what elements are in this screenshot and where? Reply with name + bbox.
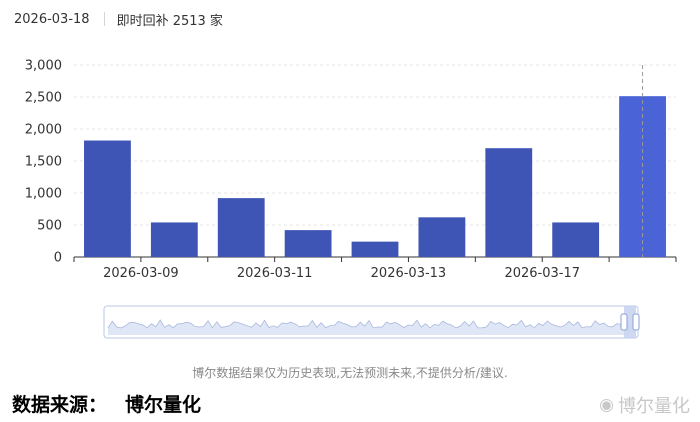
bar <box>418 217 466 257</box>
watermark-text: 博尔量化 <box>618 396 690 417</box>
weibo-icon: ◉ <box>599 395 614 415</box>
y-tick-label: 2,500 <box>25 91 62 106</box>
data-source: 数据来源： 博尔量化 <box>12 390 201 417</box>
header-date: 2026-03-18 <box>14 11 90 27</box>
bar <box>351 241 399 257</box>
bar <box>284 230 332 257</box>
header-divider <box>103 12 105 26</box>
x-tick-label: 2026-03-11 <box>237 266 313 281</box>
zoom-slider-window <box>624 306 636 338</box>
zoom-slider-handle-right[interactable] <box>632 313 640 331</box>
y-tick-label: 3,000 <box>25 59 62 74</box>
chart-panel: 2026-03-18 即时回补 2513 家 0 500 1,000 1,500 2,0… <box>14 8 677 380</box>
data-source-label: 数据来源： <box>12 394 108 416</box>
x-tick-label: 2026-03-13 <box>371 266 447 281</box>
bar <box>552 222 600 257</box>
bar <box>217 198 265 257</box>
bar <box>485 148 533 257</box>
header-summary: 即时回补 2513 家 <box>116 13 223 29</box>
y-tick-label: 500 <box>37 219 62 234</box>
chart-header: 2026-03-18 即时回补 2513 家 <box>14 8 223 30</box>
bar-chart: 0 500 1,000 1,500 2,000 2,500 3,000 2026-03-09 2… <box>25 59 677 339</box>
data-source-name: 博尔量化 <box>125 394 202 416</box>
zoom-slider-sparkline-area <box>108 320 630 335</box>
bar <box>619 96 666 257</box>
y-tick-label: 1,500 <box>25 155 62 170</box>
zoom-slider-handle-left[interactable] <box>620 313 628 331</box>
x-tick-label: 2026-03-17 <box>504 266 580 281</box>
bar <box>150 222 198 257</box>
y-tick-label: 1,000 <box>25 187 62 202</box>
x-tick-label: 2026-03-09 <box>103 266 179 281</box>
bar <box>84 140 131 257</box>
footer: 数据来源： 博尔量化 ◉ 博尔量化 <box>0 384 700 422</box>
watermark: ◉ 博尔量化 <box>599 392 690 418</box>
y-tick-label: 2,000 <box>25 123 62 138</box>
disclaimer-text: 博尔数据结果仅为历史表现,无法预测未来,不提供分析/建议. <box>192 366 508 380</box>
y-tick-label: 0 <box>54 251 62 266</box>
zoom-slider-sparkline <box>107 319 631 329</box>
